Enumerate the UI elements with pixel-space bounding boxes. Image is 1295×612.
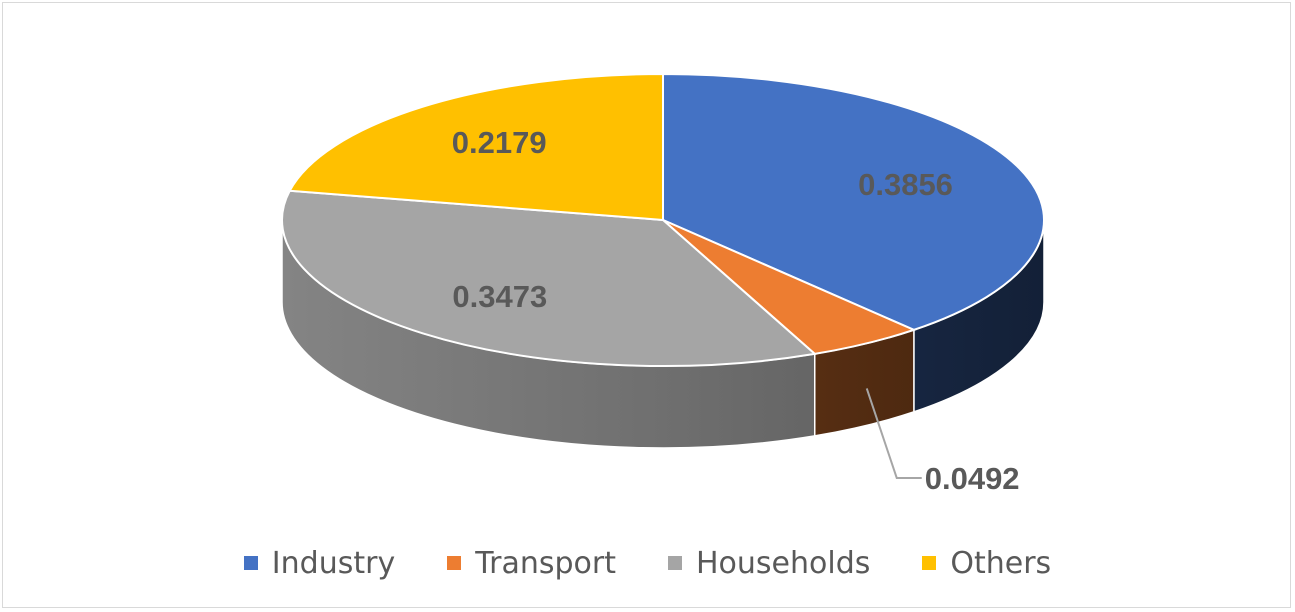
legend-label: Industry bbox=[271, 545, 396, 581]
legend-label: Transport bbox=[475, 545, 616, 581]
legend-entry-industry[interactable]: Industry bbox=[243, 545, 396, 581]
pie-slice-households[interactable] bbox=[281, 189, 817, 367]
pie-slice-industry[interactable] bbox=[662, 72, 1045, 331]
legend-swatch bbox=[447, 556, 462, 570]
pie-top-faces bbox=[281, 72, 1045, 367]
legend-entry-transport[interactable]: Transport bbox=[447, 546, 616, 581]
legend-swatch bbox=[667, 556, 682, 570]
legend-label: Households bbox=[695, 545, 871, 581]
legend-entry-households[interactable]: Households bbox=[667, 545, 871, 581]
data-label-households: 0.3473 bbox=[452, 279, 547, 314]
data-label-others: 0.2179 bbox=[452, 125, 547, 160]
data-label-transport: 0.0492 bbox=[925, 461, 1020, 496]
data-label-industry: 0.3856 bbox=[858, 167, 953, 202]
legend-label: Others bbox=[950, 545, 1052, 581]
data-labels: 0.3856 0.0492 0.3473 0.2179 bbox=[452, 125, 1020, 496]
legend-swatch bbox=[243, 556, 258, 570]
legend-swatch bbox=[922, 556, 937, 570]
legend-entry-others[interactable]: Others bbox=[922, 546, 1051, 581]
legend: Industry Transport Households Others bbox=[0, 540, 1295, 586]
pie-slice-others[interactable] bbox=[288, 72, 664, 222]
leader-line-transport bbox=[865, 388, 922, 479]
